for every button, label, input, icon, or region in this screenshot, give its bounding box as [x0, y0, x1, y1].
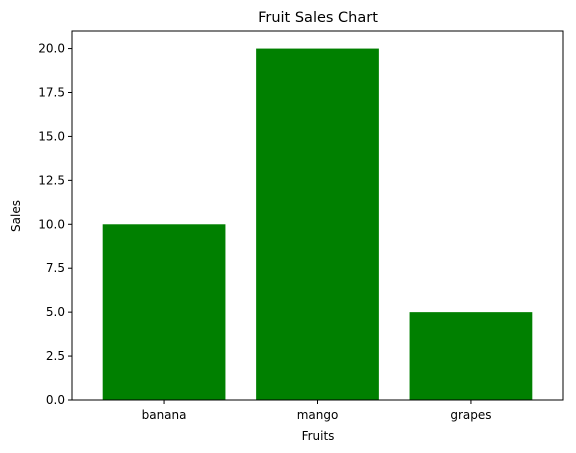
- y-axis-ticks: 0.0 2.5 5.0 7.5 10.0 12.5 15.0 17.5 20.0: [38, 42, 72, 407]
- x-axis-label: Fruits: [302, 429, 335, 443]
- y-tick-label: 2.5: [46, 349, 65, 363]
- y-tick-label: 10.0: [38, 217, 65, 231]
- y-tick-label: 0.0: [46, 393, 65, 407]
- y-tick-label: 5.0: [46, 305, 65, 319]
- chart-title: Fruit Sales Chart: [258, 10, 378, 26]
- y-tick-label: 15.0: [38, 129, 65, 143]
- y-tick-label: 7.5: [46, 261, 65, 275]
- y-tick-label: 20.0: [38, 42, 65, 56]
- x-tick-label-mango: mango: [297, 408, 339, 422]
- x-tick-label-grapes: grapes: [450, 408, 491, 422]
- y-tick-label: 17.5: [38, 86, 65, 100]
- plot-frame: [71, 30, 564, 401]
- x-tick-label-banana: banana: [142, 408, 187, 422]
- y-tick-label: 12.5: [38, 173, 65, 187]
- bar-mango: [256, 48, 379, 400]
- x-axis-ticks: banana mango grapes: [142, 400, 492, 422]
- bar-grapes: [409, 312, 533, 400]
- bars-group: [102, 48, 533, 400]
- bar-banana: [102, 224, 226, 400]
- y-axis-label: Sales: [9, 200, 23, 232]
